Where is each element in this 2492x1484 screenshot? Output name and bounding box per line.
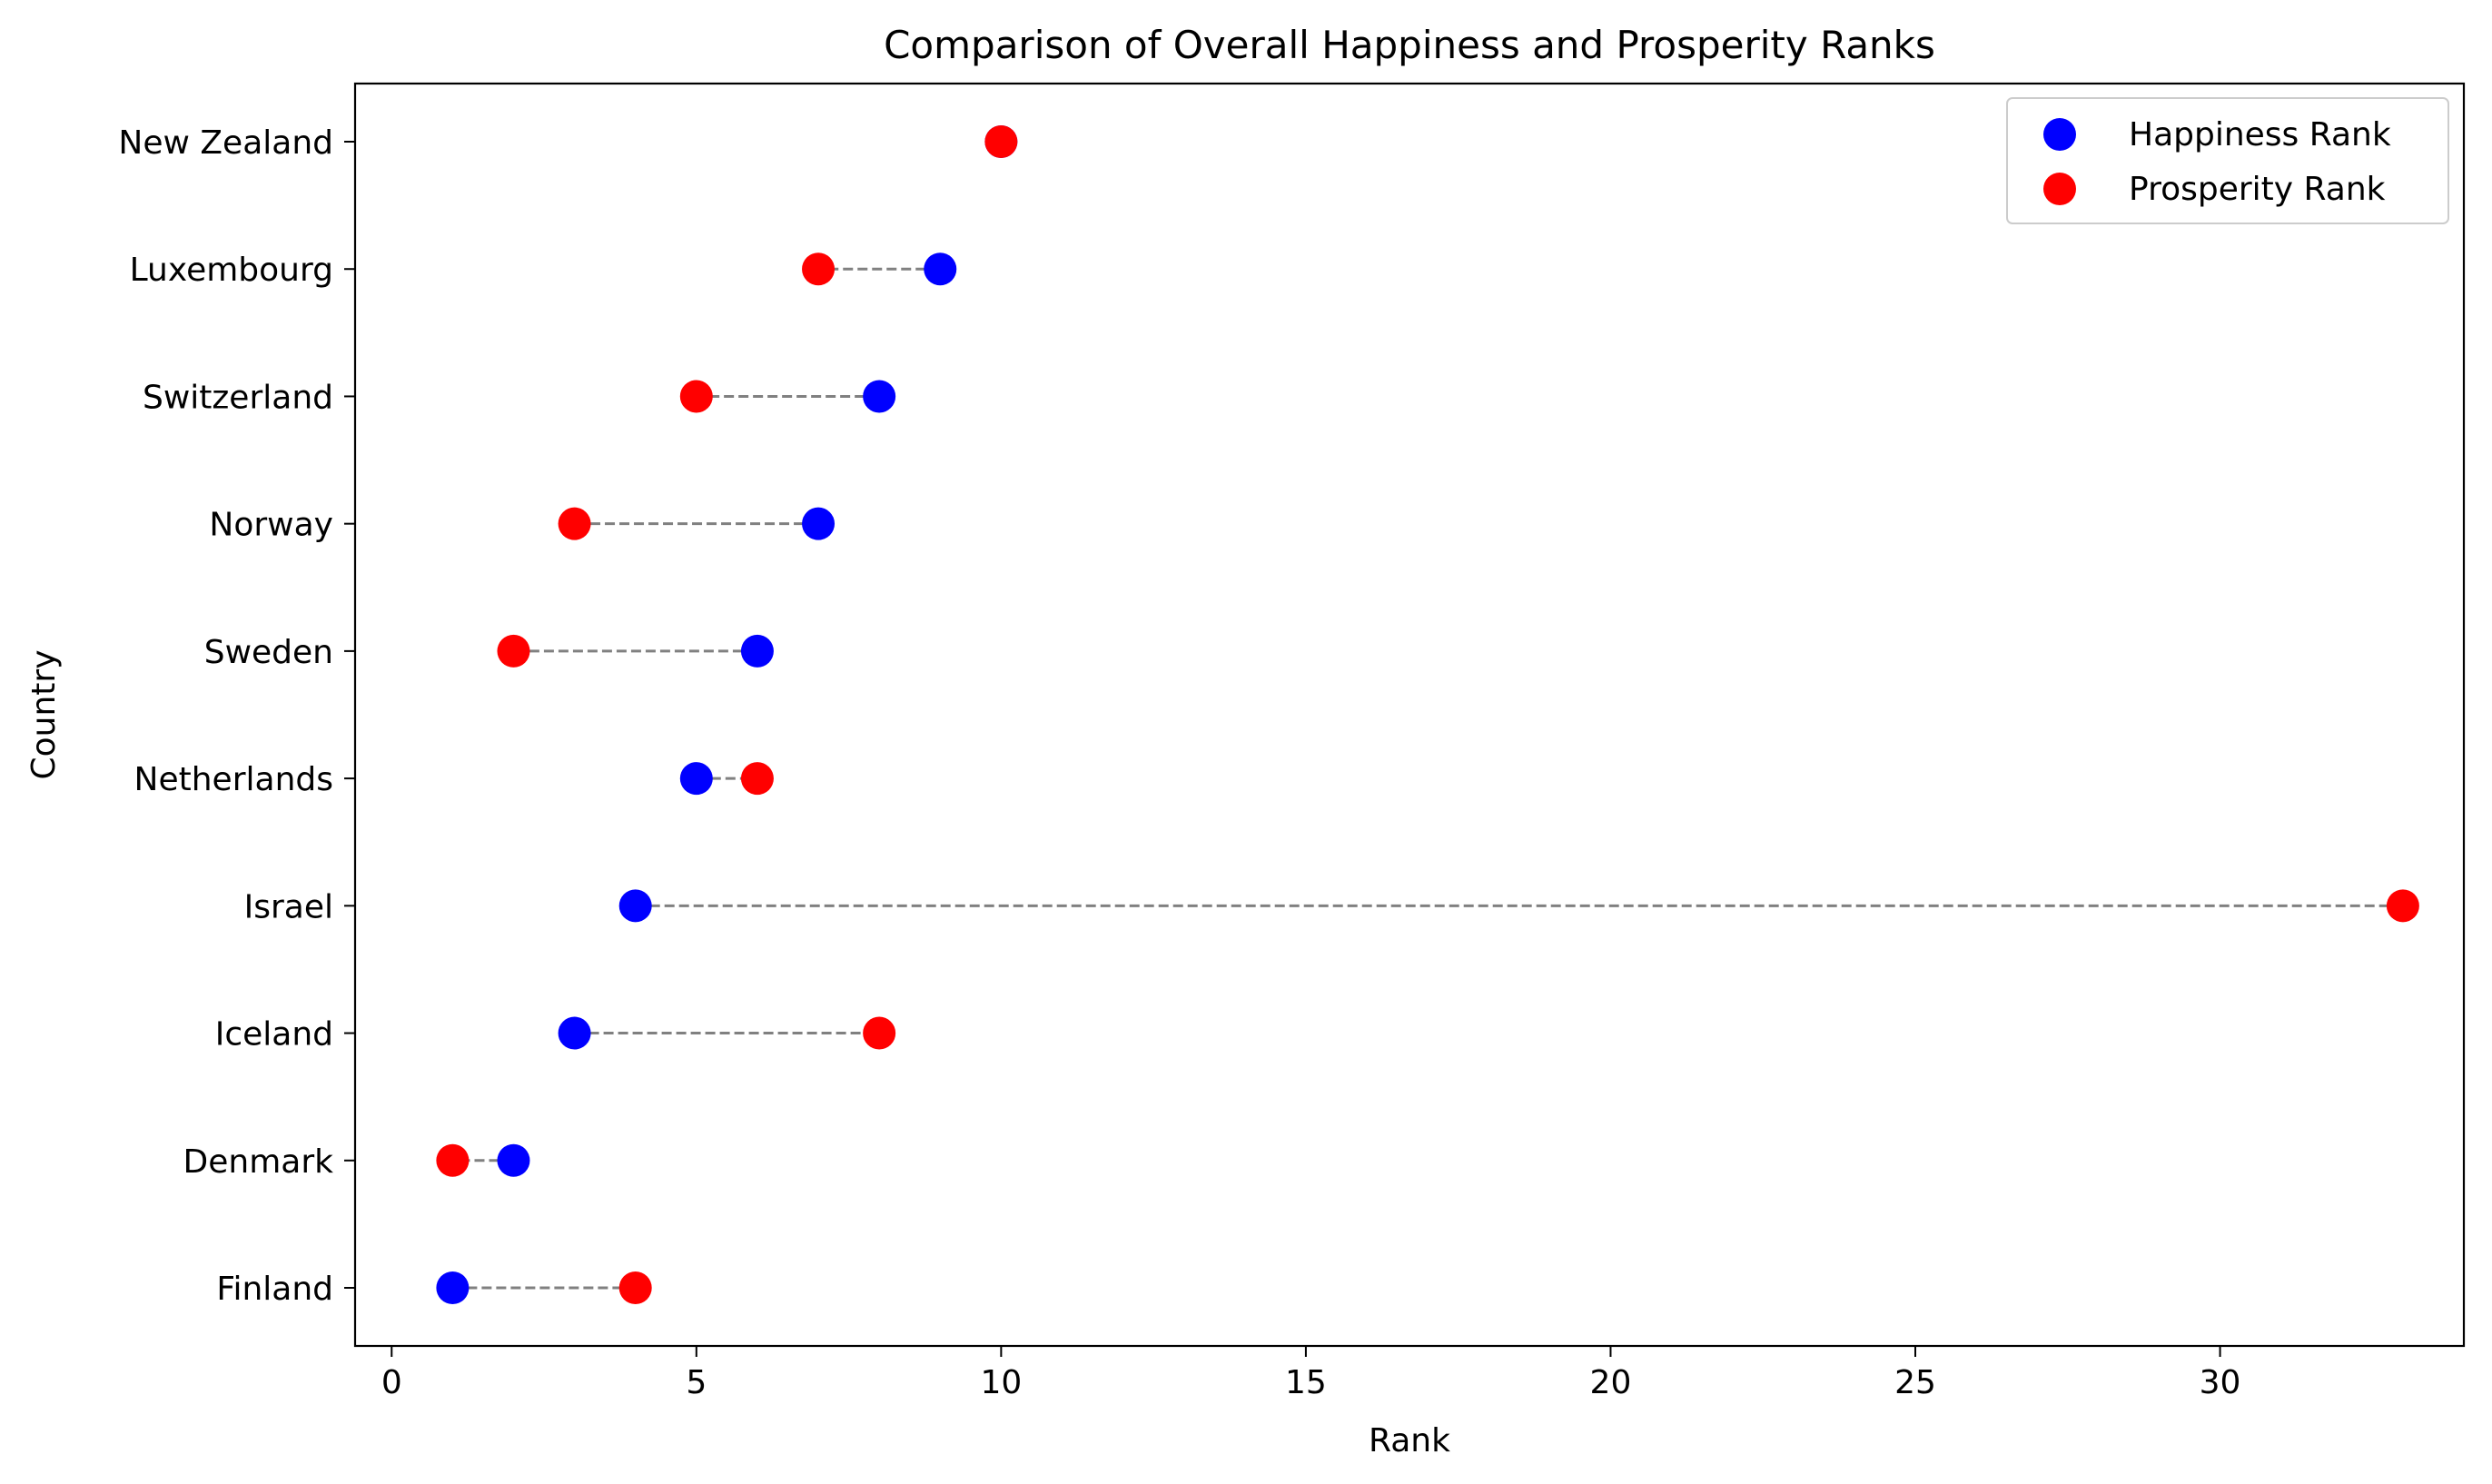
x-tick-label: 10 — [980, 1364, 1022, 1401]
happiness-point-netherlands — [679, 762, 713, 796]
y-tick-label-israel: Israel — [244, 888, 333, 925]
y-axis-ticks: Finland Denmark Iceland Israel Netherlands Sw… — [118, 124, 355, 1308]
plot-area-frame — [353, 82, 2466, 1348]
chart-title: Comparison of Overall Happiness and Pros… — [884, 23, 1935, 67]
prosperity-point-sweden — [497, 634, 530, 668]
data-points — [436, 125, 2419, 1304]
prosperity-point-israel — [2386, 889, 2419, 923]
legend-label-happiness: Happiness Rank — [2129, 116, 2391, 153]
y-tick-label-netherlands: Netherlands — [134, 761, 333, 798]
happiness-point-luxembourg — [924, 252, 957, 286]
prosperity-point-iceland — [863, 1016, 896, 1050]
x-tick-label: 25 — [1894, 1364, 1936, 1401]
happiness-point-norway — [802, 507, 836, 540]
happiness-point-iceland — [558, 1016, 591, 1050]
happiness-point-israel — [618, 889, 652, 923]
x-tick-label: 5 — [686, 1364, 707, 1401]
x-tick-label: 15 — [1285, 1364, 1327, 1401]
legend-frame — [2006, 97, 2449, 224]
prosperity-point-finland — [618, 1271, 652, 1304]
y-tick-label-norway: Norway — [209, 507, 333, 544]
y-axis-label: Country — [25, 649, 63, 779]
y-tick-label-finland: Finland — [216, 1271, 333, 1308]
legend-marker-happiness — [2043, 118, 2076, 151]
happiness-point-sweden — [740, 634, 774, 668]
prosperity-point-denmark — [436, 1143, 470, 1177]
x-axis-label: Rank — [1369, 1422, 1450, 1459]
x-tick-label: 0 — [381, 1364, 402, 1401]
prosperity-point-luxembourg — [802, 252, 836, 286]
y-tick-label-switzerland: Switzerland — [143, 379, 333, 416]
happiness-point-switzerland — [863, 380, 896, 413]
y-tick-label-new-zealand: New Zealand — [118, 124, 333, 162]
x-tick-label: 20 — [1590, 1364, 1632, 1401]
legend-label-prosperity: Prosperity Rank — [2129, 171, 2386, 208]
y-tick-label-sweden: Sweden — [204, 634, 333, 671]
prosperity-point-norway — [558, 507, 591, 540]
legend: Happiness Rank Prosperity Rank — [2006, 97, 2449, 224]
prosperity-point-netherlands — [740, 762, 774, 796]
x-axis-ticks: 0 5 10 15 20 25 30 — [381, 1346, 2241, 1401]
happiness-point-denmark — [497, 1143, 530, 1177]
happiness-point-finland — [436, 1271, 470, 1304]
y-tick-label-iceland: Iceland — [215, 1016, 333, 1054]
x-tick-label: 30 — [2200, 1364, 2241, 1401]
y-tick-label-denmark: Denmark — [183, 1143, 334, 1181]
y-tick-label-luxembourg: Luxembourg — [130, 252, 333, 289]
prosperity-point-switzerland — [679, 380, 713, 413]
prosperity-point-new-zealand — [984, 125, 1018, 158]
legend-marker-prosperity — [2043, 173, 2076, 205]
